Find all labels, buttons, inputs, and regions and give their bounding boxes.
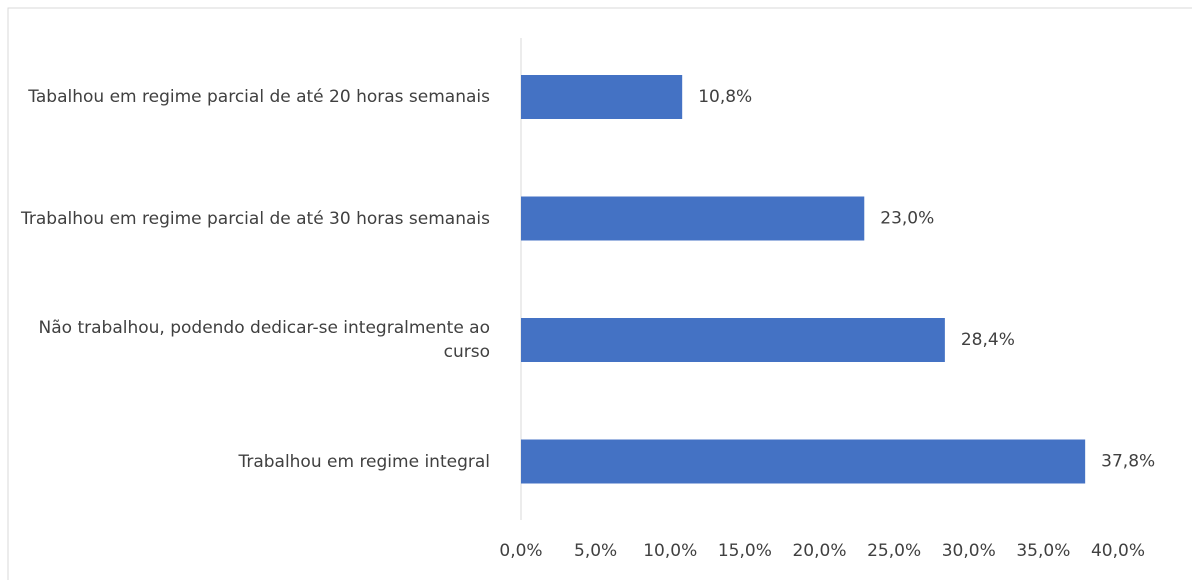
bar — [521, 75, 683, 119]
data-label: 28,4% — [961, 330, 1015, 350]
x-tick-label: 5,0% — [574, 541, 617, 561]
x-tick-label: 25,0% — [867, 541, 921, 561]
y-tick-label: Trabalhou em regime integral — [238, 451, 490, 472]
data-label: 37,8% — [1101, 452, 1155, 472]
x-tick-label: 20,0% — [792, 541, 846, 561]
x-tick-label: 10,0% — [643, 541, 697, 561]
data-label: 10,8% — [698, 87, 752, 107]
bar — [521, 196, 865, 241]
x-tick-label: 40,0% — [1091, 541, 1145, 561]
y-tick-label: Não trabalhou, podendo dedicar-se integr… — [38, 318, 490, 362]
x-tick-label: 35,0% — [1016, 541, 1070, 561]
bar — [521, 318, 945, 362]
y-tick-label: Tabalhou em regime parcial de até 20 hor… — [28, 87, 490, 107]
chart-border — [7, 7, 1192, 580]
x-tick-label: 30,0% — [942, 541, 996, 561]
bar — [521, 439, 1086, 484]
x-tick-label: 15,0% — [718, 541, 772, 561]
x-tick-label: 0,0% — [499, 541, 542, 561]
data-label: 23,0% — [880, 209, 934, 229]
y-tick-label: Trabalhou em regime parcial de até 30 ho… — [21, 208, 490, 229]
